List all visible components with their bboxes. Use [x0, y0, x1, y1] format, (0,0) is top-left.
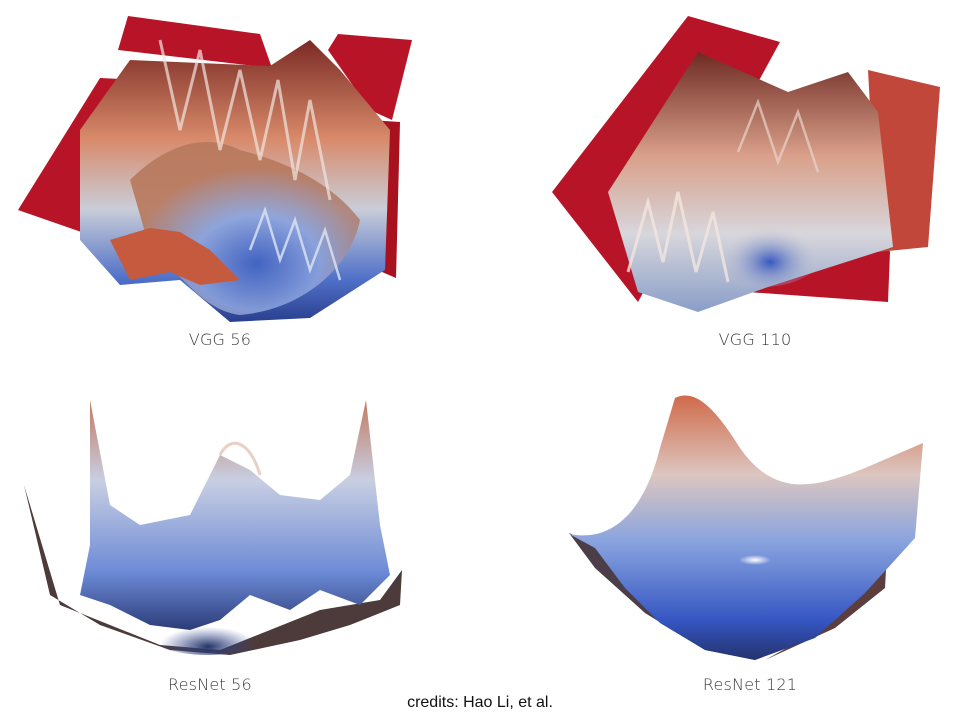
resnet121-caption: ResNet 121 — [702, 675, 798, 694]
vgg110-figure — [548, 12, 948, 328]
vgg110-caption: VGG 110 — [718, 330, 792, 349]
resnet121-loss-surface — [569, 395, 923, 660]
vgg56-figure — [10, 10, 430, 330]
resnet56-loss-surface — [24, 400, 402, 655]
vgg56-caption: VGG 56 — [188, 330, 252, 349]
vgg56-loss-surface — [18, 16, 412, 322]
credits-text: credits: Hao Li, et al. — [407, 694, 553, 711]
resnet121-figure — [565, 388, 935, 668]
resnet56-caption: ResNet 56 — [168, 675, 252, 694]
resnet56-figure — [20, 395, 410, 665]
vgg110-loss-surface — [552, 16, 940, 312]
